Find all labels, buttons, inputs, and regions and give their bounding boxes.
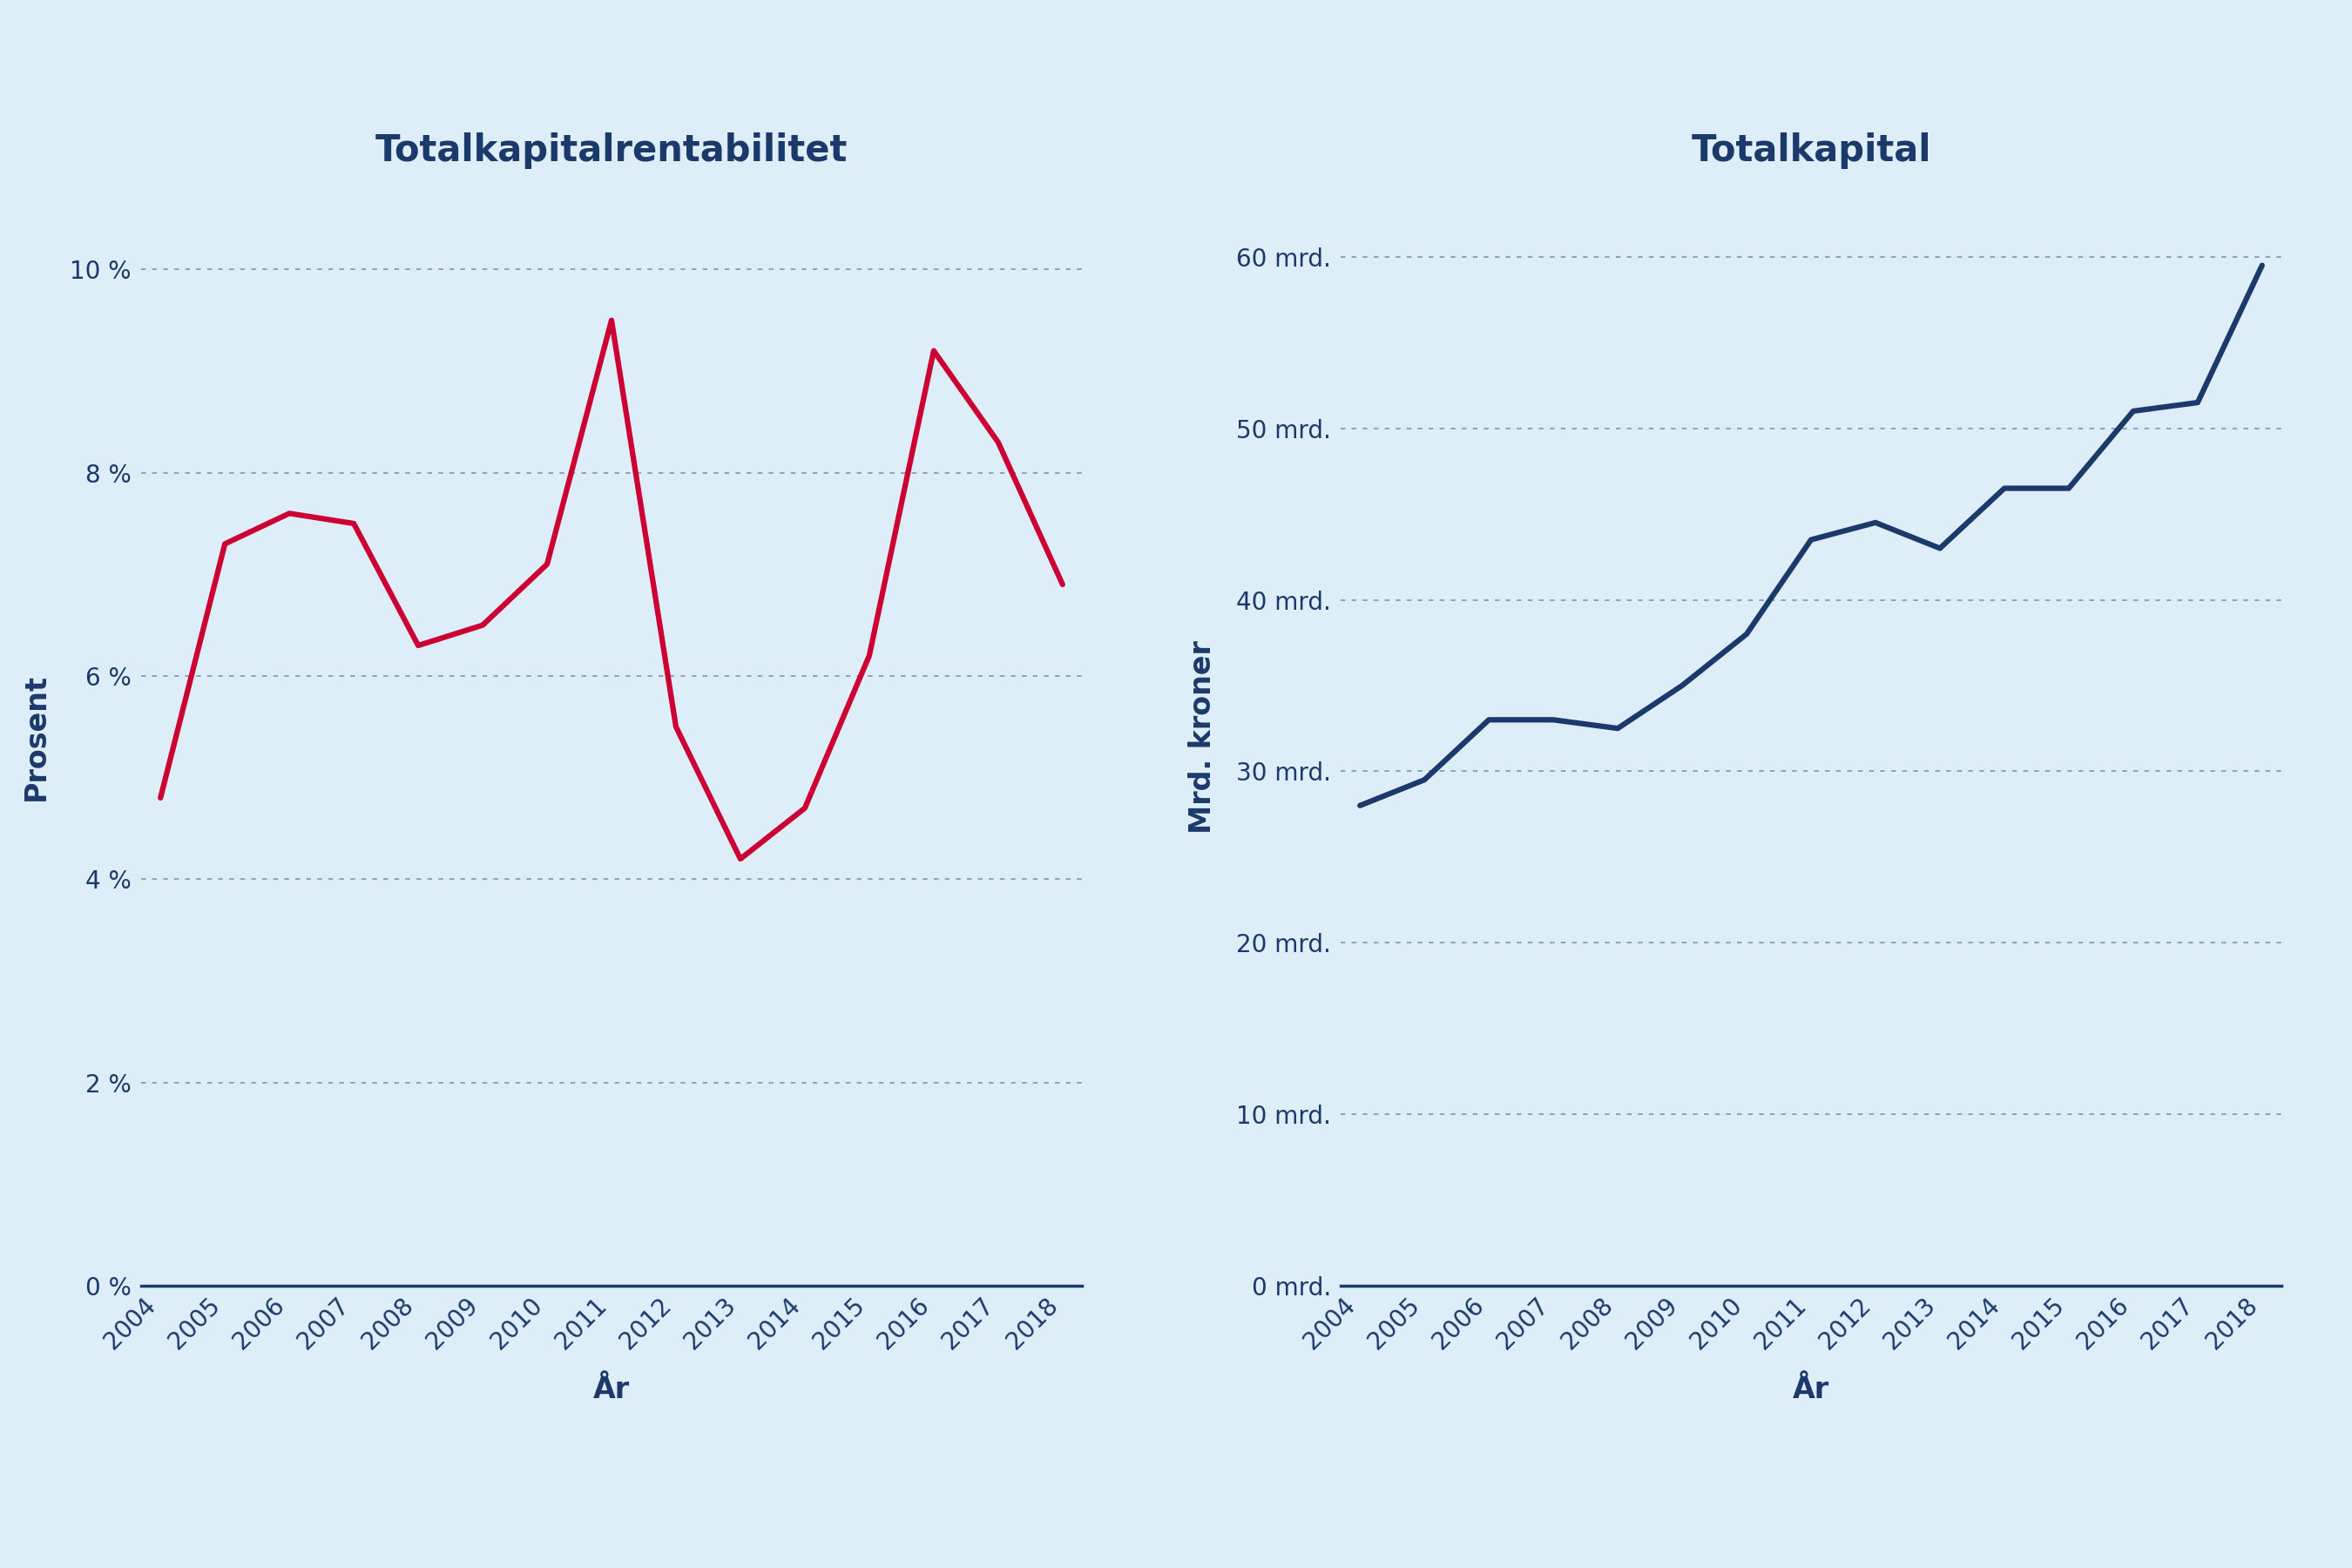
X-axis label: År: År (593, 1375, 630, 1405)
Y-axis label: Prosent: Prosent (21, 673, 52, 801)
Title: Totalkapitalrentabilitet: Totalkapitalrentabilitet (376, 133, 847, 169)
X-axis label: År: År (1792, 1375, 1830, 1405)
Title: Totalkapital: Totalkapital (1691, 133, 1931, 169)
Y-axis label: Mrd. kroner: Mrd. kroner (1188, 640, 1216, 834)
